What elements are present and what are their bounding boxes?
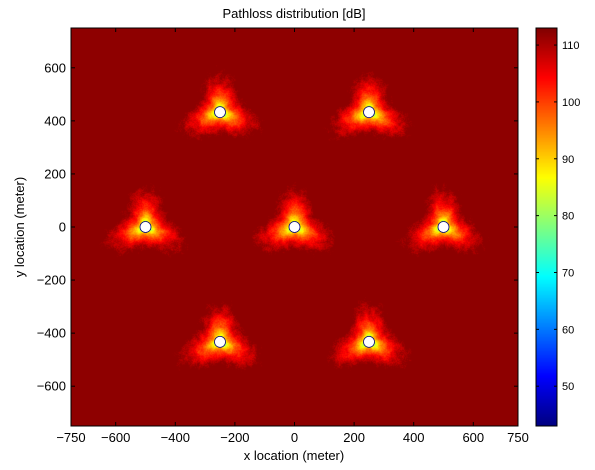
y-tick-label: −400 bbox=[37, 326, 66, 341]
x-tick-label: −600 bbox=[101, 430, 130, 445]
base-station-marker bbox=[363, 106, 375, 119]
y-tick-label: −600 bbox=[37, 379, 66, 394]
colorbar: 110 100 90 80 70 60 50 bbox=[535, 27, 580, 427]
y-tick-label: −200 bbox=[37, 273, 66, 288]
base-station-marker bbox=[214, 335, 226, 348]
x-tick-label: 750 bbox=[507, 430, 529, 445]
colorbar-tick-label: 50 bbox=[562, 381, 574, 393]
colorbar-tick-label: 60 bbox=[562, 324, 574, 336]
base-station-marker bbox=[288, 221, 301, 233]
y-axis-label: y location (meter) bbox=[12, 177, 27, 277]
y-tick-label: 400 bbox=[44, 113, 66, 128]
colorbar-frame bbox=[535, 27, 558, 427]
y-tick-label: 0 bbox=[59, 220, 66, 235]
base-station-marker bbox=[214, 106, 226, 119]
colorbar-gradient bbox=[536, 28, 557, 426]
x-axis-label: x location (meter) bbox=[244, 448, 344, 463]
x-tick-label: 0 bbox=[291, 430, 298, 445]
heatmap-plot: −750 −600 −400 −200 0 200 400 600 750 600 400 200 0… bbox=[37, 27, 529, 445]
x-tick-label: −750 bbox=[56, 430, 85, 445]
x-tick-label: −400 bbox=[161, 430, 190, 445]
x-tick-label: 600 bbox=[462, 430, 484, 445]
y-tick-label: 200 bbox=[44, 166, 66, 181]
colorbar-tick-label: 100 bbox=[562, 97, 580, 109]
colorbar-tick-label: 80 bbox=[562, 211, 574, 223]
base-station-layer bbox=[139, 106, 450, 348]
base-station-marker bbox=[437, 221, 450, 233]
chart-title: Pathloss distribution [dB] bbox=[222, 6, 365, 21]
colorbar-ticks: 110 100 90 80 70 60 50 bbox=[536, 40, 580, 393]
colorbar-tick-label: 70 bbox=[562, 267, 574, 279]
x-tick-label: 200 bbox=[343, 430, 365, 445]
colorbar-tick-label: 90 bbox=[562, 154, 574, 166]
base-station-marker bbox=[363, 335, 375, 348]
x-tick-label: 400 bbox=[403, 430, 425, 445]
y-tick-label: 600 bbox=[44, 60, 66, 75]
y-axis-ticks: 600 400 200 0 −200 −400 −600 bbox=[37, 60, 518, 394]
x-axis-ticks: −750 −600 −400 −200 0 200 400 600 750 bbox=[56, 28, 529, 445]
base-station-marker bbox=[139, 221, 152, 233]
colorbar-tick-label: 110 bbox=[562, 40, 580, 52]
x-tick-label: −200 bbox=[220, 430, 249, 445]
